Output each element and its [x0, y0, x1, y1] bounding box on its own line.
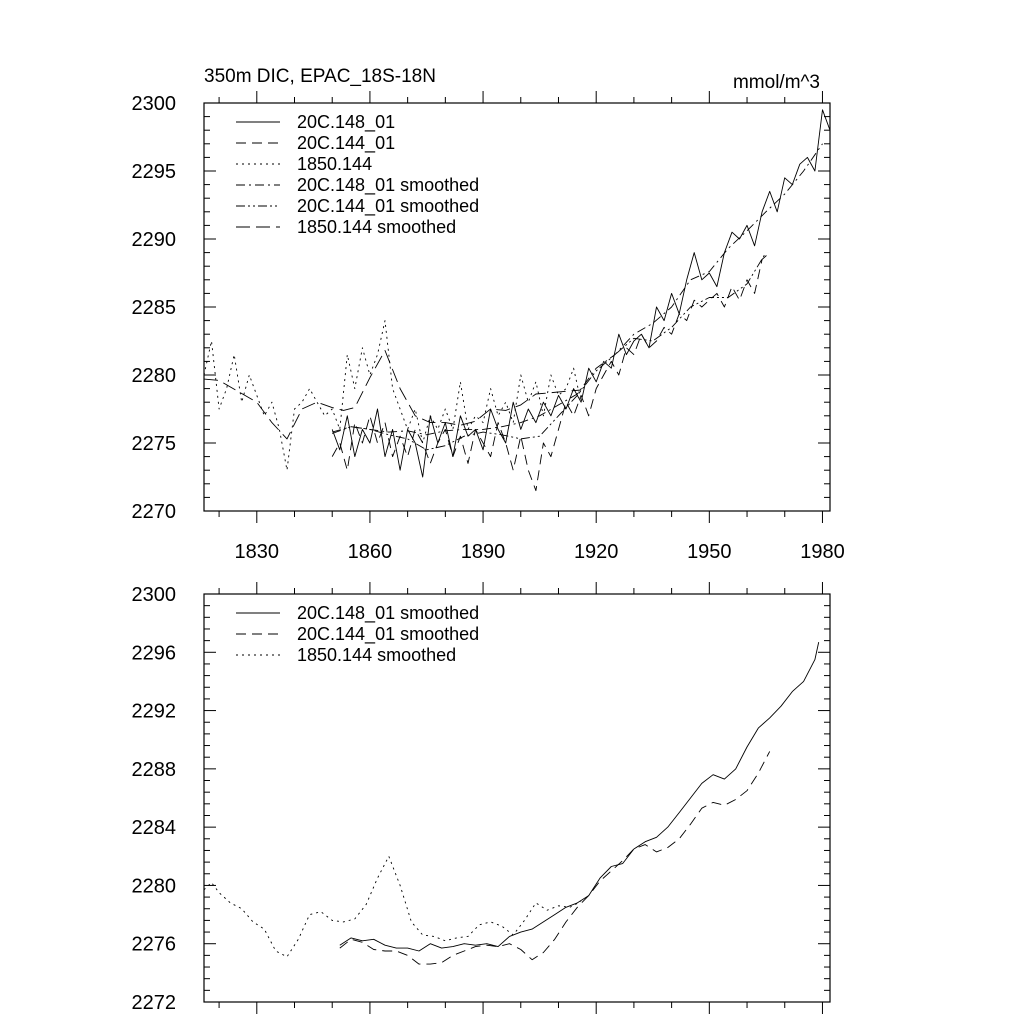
y-tick-label: 2284 — [132, 817, 177, 839]
y-tick-label: 2288 — [132, 759, 177, 781]
y-tick-label: 2270 — [132, 501, 177, 523]
x-tick-label: 1860 — [348, 541, 393, 563]
legend-label-20c-144-01: 20C.144_01 — [297, 133, 395, 154]
legend-label-1850-144-smoothed: 1850.144 smoothed — [297, 645, 456, 665]
legend-label-1850-144: 1850.144 — [297, 154, 372, 174]
y-tick-label: 2290 — [132, 229, 177, 251]
legend-label-20c-144-01-smoothed: 20C.144_01 smoothed — [297, 624, 479, 645]
y-tick-label: 2275 — [132, 433, 177, 455]
y-tick-label: 2285 — [132, 297, 177, 319]
series-line-20c-144-01 — [331, 252, 771, 492]
plot-frame — [203, 593, 831, 1003]
top-panel: 2270 2275 2280 2285 2290 2295 2300 1830 1860 1890… — [132, 91, 845, 563]
x-tick-label: 1920 — [574, 541, 619, 563]
series-line-1850-144-smoothed — [203, 855, 582, 958]
series-line-1850-144 — [203, 320, 582, 471]
units-label: mmol/m^3 — [733, 72, 820, 93]
bottom-panel: 2272 2276 2280 2284 2288 2292 2296 2300 20C.148_… — [132, 582, 831, 1014]
series-line-20c-148-01-smoothed — [339, 642, 820, 952]
y-tick-label: 2292 — [132, 701, 177, 723]
series-line-20c-148-01-smoothed — [332, 143, 823, 436]
chart-title: 350m DIC, EPAC_18S-18N — [204, 66, 436, 87]
legend-label-20c-148-01-smoothed: 20C.148_01 smoothed — [297, 603, 479, 624]
series-line-20c-144-01-smoothed — [332, 252, 767, 451]
series-line-20c-148-01 — [331, 109, 831, 478]
y-tick-label: 2300 — [132, 93, 177, 115]
y-tick-label: 2280 — [132, 365, 177, 387]
series-line-1850-144-smoothed — [203, 350, 582, 440]
y-tick-label: 2280 — [132, 875, 177, 897]
y-tick-label: 2295 — [132, 161, 177, 183]
y-tick-label: 2276 — [132, 934, 177, 956]
x-tick-label: 1980 — [800, 541, 845, 563]
legend-label-20c-148-01-smoothed: 20C.148_01 smoothed — [297, 175, 479, 196]
legend-label-20c-144-01-smoothed: 20C.144_01 smoothed — [297, 196, 479, 217]
x-tick-label: 1830 — [235, 541, 280, 563]
y-tick-label: 2296 — [132, 642, 177, 664]
legend-label-20c-148-01: 20C.148_01 — [297, 112, 395, 133]
x-tick-label: 1890 — [461, 541, 506, 563]
y-tick-label: 2300 — [132, 584, 177, 606]
y-tick-label: 2272 — [132, 992, 177, 1014]
legend-label-1850-144-smoothed: 1850.144 smoothed — [297, 217, 456, 237]
x-tick-label: 1950 — [687, 541, 732, 563]
series-line-20c-144-01-smoothed — [339, 751, 771, 965]
